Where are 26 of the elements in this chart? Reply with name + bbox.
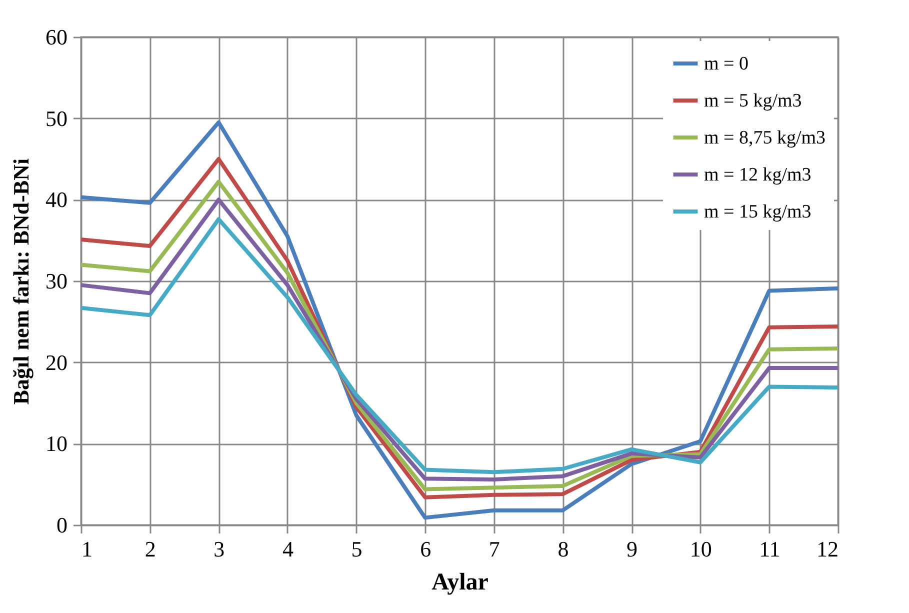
x-tick-label: 5 <box>351 536 362 562</box>
y-tick-label: 10 <box>46 431 68 456</box>
x-tick-label: 7 <box>488 536 500 562</box>
x-axis-title: Aylar <box>432 570 489 596</box>
x-tick-label: 4 <box>282 536 294 562</box>
x-tick-label: 8 <box>558 536 569 562</box>
y-axis-title: Bağıl nem farkı: BNd-BNi <box>8 158 34 405</box>
y-tick-label: 20 <box>46 350 68 375</box>
legend-label: m = 5 kg/m3 <box>704 90 802 112</box>
x-tick-label: 2 <box>144 536 156 562</box>
x-tick-label: 12 <box>816 536 838 562</box>
legend-label: m = 0 <box>704 54 748 74</box>
x-tick-label: 3 <box>214 536 225 562</box>
legend-label: m = 8,75 kg/m3 <box>704 128 826 148</box>
x-tick-label: 9 <box>626 536 638 562</box>
legend-label: m = 12 kg/m3 <box>704 164 812 186</box>
legend-label: m = 15 kg/m3 <box>704 202 812 222</box>
y-tick-label: 60 <box>46 24 68 50</box>
x-tick-label: 10 <box>690 536 712 562</box>
y-tick-label: 30 <box>46 268 68 294</box>
x-tick-label: 6 <box>420 536 432 562</box>
y-tick-label: 50 <box>46 106 68 131</box>
y-tick-label: 0 <box>56 512 68 538</box>
x-tick-label: 1 <box>82 536 92 562</box>
x-tick-label: 11 <box>759 536 780 562</box>
y-tick-label: 40 <box>46 187 68 212</box>
